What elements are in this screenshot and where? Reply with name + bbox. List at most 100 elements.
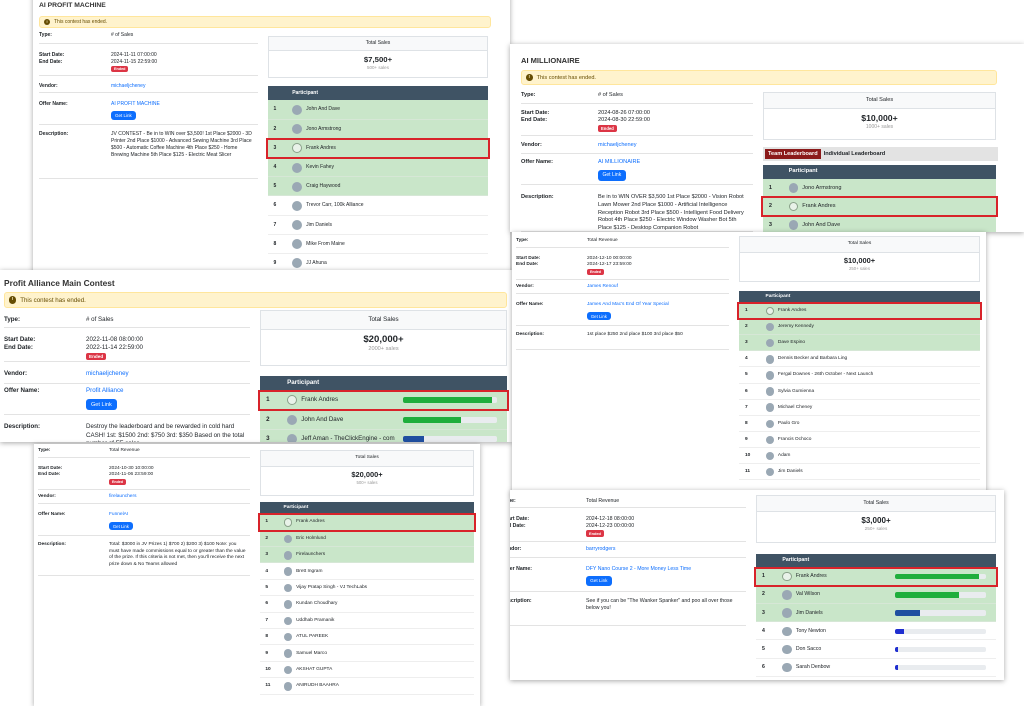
total-sales-amount: $3,000+ xyxy=(861,516,891,526)
avatar xyxy=(292,200,303,211)
avatar xyxy=(782,662,792,673)
participant-name: Frank Andres xyxy=(795,573,827,580)
vendor-value[interactable]: michaeljcheney xyxy=(111,83,146,89)
avatar xyxy=(292,258,303,269)
leaderboard-row: 7 Uddhab Pramanik xyxy=(260,612,474,630)
avatar xyxy=(765,371,774,380)
dates-label: Start Date: xyxy=(516,256,541,261)
type-value: # of Sales xyxy=(86,316,114,323)
leaderboard-row: 6 Sarah Denbow xyxy=(756,658,996,677)
participant-name: Dennis Becker and Barbara Ling xyxy=(777,356,848,362)
offer-value[interactable]: DFY Nano Course 2 - More Money Less Time xyxy=(586,566,692,572)
field-row-type xyxy=(521,89,753,104)
leaderboard-row: 5 Fergal Downes - 26th October - Next Lau… xyxy=(739,367,980,384)
participant-name: Fergal Downes - 26th October - Next Laun… xyxy=(777,372,874,378)
leaderboard-row: 7 Michael Cheney xyxy=(739,399,980,416)
contest-card: AI PROFIT MACHINE! This contest has ended… xyxy=(33,0,510,284)
progress-fill xyxy=(403,397,493,404)
progress-fill xyxy=(403,416,462,423)
total-sales-header: Total Sales xyxy=(269,37,487,52)
leaderboard-tabs: Team Leaderboard Individual Leaderboard xyxy=(763,147,998,161)
avatar xyxy=(292,104,303,115)
field-row-vendor xyxy=(516,281,729,294)
highlight-frame xyxy=(761,196,998,217)
ended-badge: Ended xyxy=(86,352,107,360)
total-sales-count: 1000+ sales xyxy=(865,124,894,131)
rank-number: 10 xyxy=(745,452,751,458)
avatar xyxy=(283,567,293,576)
contest-title: AI MILLIONAIRE xyxy=(521,56,580,65)
participant-header: Participant xyxy=(756,554,996,568)
field-row-vendor xyxy=(521,139,753,154)
get-link-button[interactable]: Get Link xyxy=(598,170,626,181)
participant-name: John And Dave xyxy=(306,106,341,113)
avatar xyxy=(292,143,303,154)
participant-name: Frank Andres xyxy=(301,396,339,404)
offer-label: Offer Name: xyxy=(521,159,554,165)
type-value: Total Revenue xyxy=(587,238,618,243)
leaderboard-row: 10 Adam xyxy=(739,447,980,464)
alert-text: This contest has ended. xyxy=(54,19,108,25)
total-sales-box: Total Sales $20,000+ 2000+ sales xyxy=(260,310,507,366)
offer-label: Offer Name: xyxy=(4,387,40,394)
tab-individual-leaderboard[interactable]: Individual Leaderboard xyxy=(823,151,886,157)
participant-name: John And Dave xyxy=(802,221,841,228)
avatar xyxy=(283,665,293,675)
rank-number: 2 xyxy=(745,324,748,330)
leaderboard-table: Participant 1 Frank Andres 2 Eric Holmlund 3 F… xyxy=(260,502,474,695)
leaderboard-row: 11 Jim Daniels xyxy=(739,464,980,481)
rank-number: 9 xyxy=(265,650,269,656)
vendor-value[interactable]: barryrodgers xyxy=(586,546,616,552)
end-date-label: End Date: xyxy=(4,344,33,352)
rank-number: 4 xyxy=(762,627,765,634)
participant-name: Jeremy Kennedy xyxy=(777,324,814,330)
offer-value[interactable]: Profit Alliance xyxy=(86,387,124,394)
progress-fill xyxy=(895,610,920,616)
vendor-label: Vendor: xyxy=(39,83,58,89)
get-link-button[interactable]: Get Link xyxy=(587,311,611,321)
get-link-button[interactable]: Get Link xyxy=(111,111,136,120)
leaderboard-row: 7 Jim Daniels xyxy=(268,215,488,235)
rank-number: 6 xyxy=(273,202,277,209)
rank-number: 2 xyxy=(265,535,269,541)
participant-name: Eric Holmlund xyxy=(296,535,326,541)
leaderboard-row: 3 Dave Espino xyxy=(739,335,980,352)
end-date-value: 2024-11-06 23:59:00 xyxy=(109,472,154,478)
field-row-offer xyxy=(510,563,746,592)
offer-value[interactable]: AI PROFIT MACHINE xyxy=(111,101,160,107)
leaderboard-row: 3 Jeff Aman - TheClickEngine - com xyxy=(260,429,507,442)
avatar xyxy=(283,600,293,609)
description-text: JV CONTEST - Be in to WIN over $3,500! 1… xyxy=(111,131,252,158)
offer-value[interactable]: FunnelAI xyxy=(109,512,129,517)
vendor-label: Vendor: xyxy=(521,142,542,148)
tab-team-leaderboard[interactable]: Team Leaderboard xyxy=(765,149,821,159)
end-date-label: End Date: xyxy=(516,262,539,268)
avatar xyxy=(782,626,792,637)
progress-fill xyxy=(895,574,980,580)
participant-name: Kevin Fahey xyxy=(306,164,334,171)
vendor-value[interactable]: michaeljcheney xyxy=(86,370,129,377)
vendor-label: Vendor: xyxy=(38,494,56,499)
vendor-value[interactable]: firelaunchers xyxy=(109,494,137,499)
offer-value[interactable]: AI MILLIONAIRE xyxy=(598,159,641,165)
avatar xyxy=(287,434,298,442)
description-text: Total: $3000 in JV Prizes 1) $700 2) $20… xyxy=(109,542,246,568)
avatar xyxy=(788,220,799,230)
rank-number: 1 xyxy=(273,106,277,113)
get-link-button[interactable]: Get Link xyxy=(109,521,133,531)
vendor-value[interactable]: michaeljcheney xyxy=(598,142,637,148)
description-label: Description: xyxy=(516,332,544,337)
total-sales-box: Total Sales $7,500+ 500+ sales xyxy=(268,36,488,78)
field-row-description xyxy=(510,595,746,626)
rank-number: 8 xyxy=(273,240,277,247)
get-link-button[interactable]: Get Link xyxy=(86,399,117,411)
progress-bar xyxy=(895,664,987,671)
field-row-type xyxy=(510,495,746,508)
vendor-value[interactable]: James Renouf xyxy=(587,284,618,289)
field-row-dates xyxy=(39,49,258,76)
leaderboard-row: 2 Val Wilson xyxy=(756,585,996,605)
participant-name: Trevor Carr, 100k Alliance xyxy=(306,202,364,209)
leaderboard-row: 5 Vijay Pratap Singh - VJ TechLabs xyxy=(260,579,474,597)
get-link-button[interactable]: Get Link xyxy=(586,576,612,586)
offer-value[interactable]: James And Mac's End Of Year Special xyxy=(587,302,669,307)
